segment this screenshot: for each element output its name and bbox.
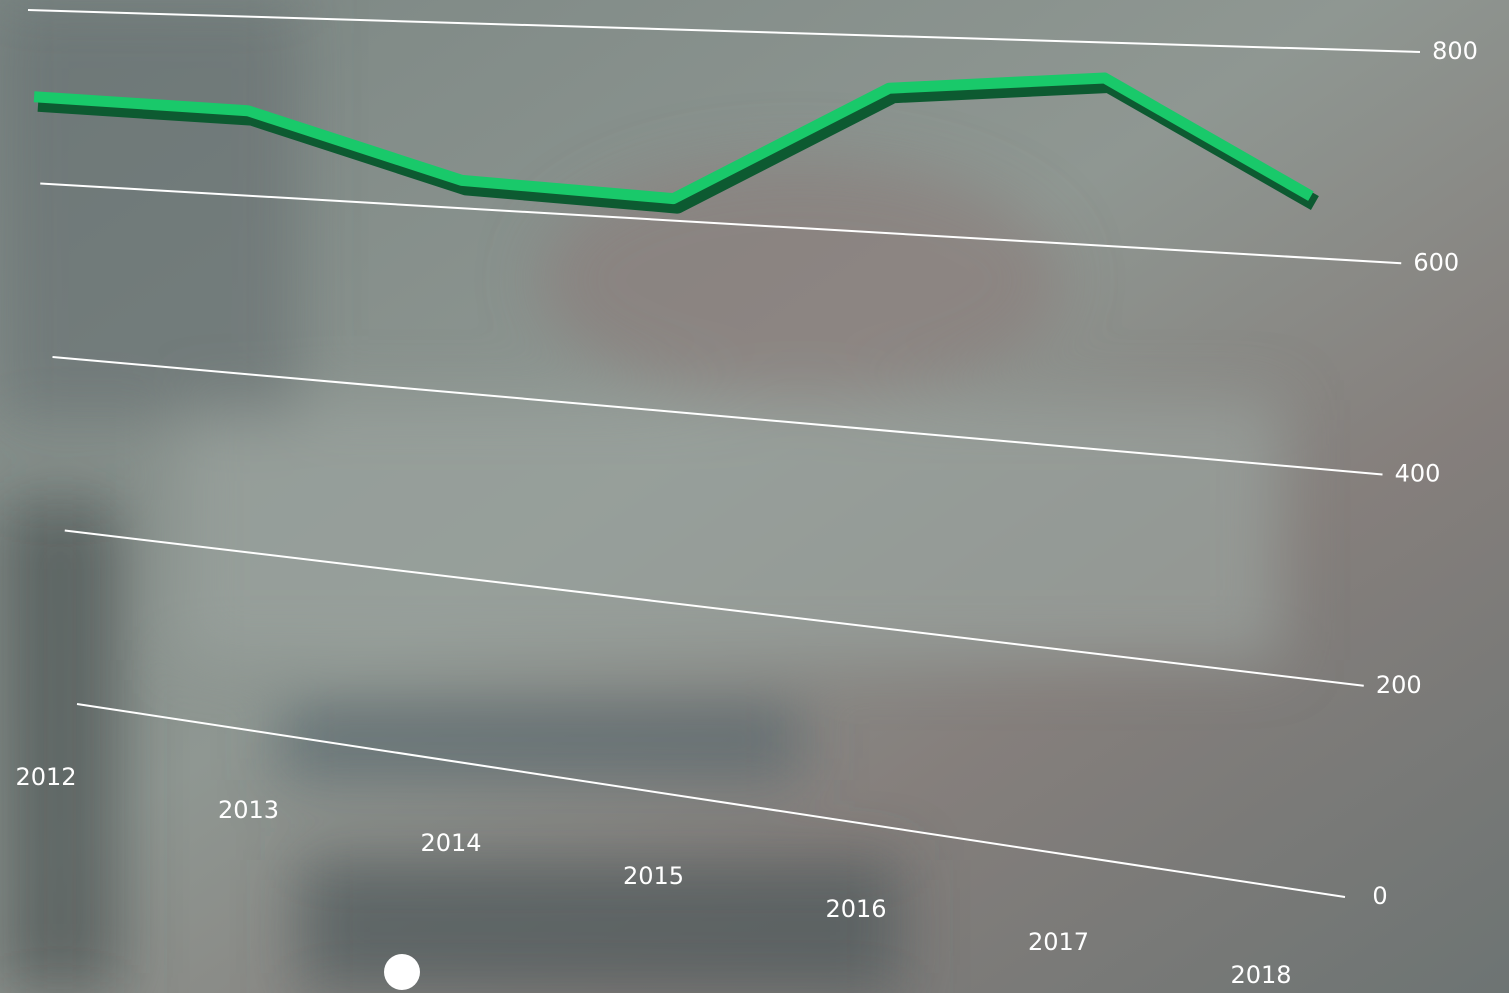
x-tick-label: 2013 <box>218 796 279 824</box>
x-tick-label: 2017 <box>1028 928 1089 956</box>
x-tick-label: 2018 <box>1230 961 1291 989</box>
y-tick-label: 400 <box>1395 460 1441 488</box>
grid-line <box>64 529 1364 687</box>
x-tick-label: 2016 <box>825 895 886 923</box>
grid-line <box>76 703 1346 898</box>
y-tick-label: 0 <box>1372 882 1387 910</box>
y-tick-label: 800 <box>1432 37 1478 65</box>
indicator-dot[interactable] <box>384 954 420 990</box>
x-tick-label: 2012 <box>15 763 76 791</box>
x-tick-label: 2014 <box>420 829 481 857</box>
grid-line <box>27 9 1421 53</box>
x-tick-label: 2015 <box>623 862 684 890</box>
grid-line <box>52 356 1383 476</box>
y-tick-label: 200 <box>1376 671 1422 699</box>
background-blur <box>0 0 1280 993</box>
grid-line <box>40 182 1402 265</box>
y-tick-label: 600 <box>1413 248 1459 276</box>
line-series <box>33 72 1314 205</box>
